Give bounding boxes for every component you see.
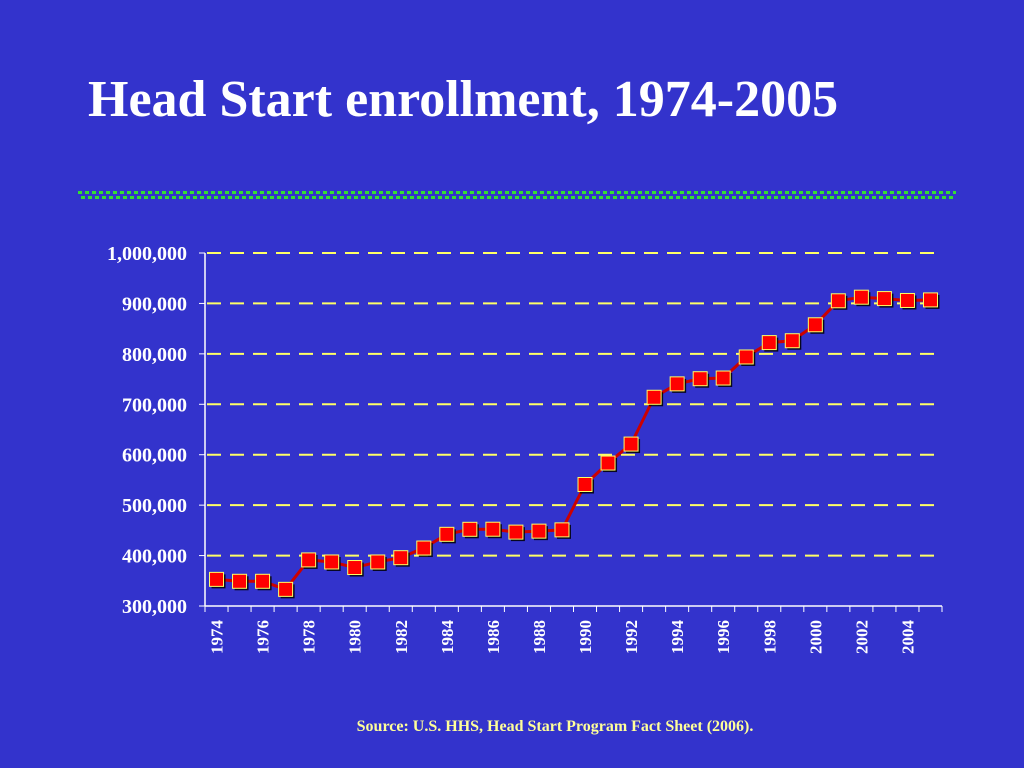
data-point [692,371,710,388]
data-point [899,292,917,310]
enrollment-series [209,289,940,599]
x-tick-label: 2000 [806,620,825,654]
x-tick-label: 1998 [760,620,779,654]
data-point [278,581,295,599]
x-tick-label: 1980 [346,620,365,654]
x-tick-label: 1994 [668,620,687,655]
data-point [715,370,733,388]
x-tick-label: 1978 [300,620,319,654]
data-point [485,521,502,539]
y-tick-label: 800,000 [122,344,187,366]
data-point [830,293,848,310]
y-tick-label: 1,000,000 [107,243,187,265]
x-axis-tick-labels: 1974 1976 1978 1980 1982 1984 1986 1988 1990 1992… [208,620,918,655]
data-point [324,554,341,571]
x-tick-label: 1982 [392,620,411,654]
data-point [232,573,249,591]
data-point [646,389,664,407]
y-tick-label: 300,000 [122,596,187,618]
y-tick-label: 500,000 [122,495,187,517]
data-point [922,292,940,309]
data-point [807,317,825,334]
data-point [738,349,756,366]
x-tick-label: 1992 [622,620,641,654]
x-tick-label: 1990 [576,620,595,654]
x-tick-label: 1996 [714,620,733,654]
data-point [600,455,618,473]
x-tick-label: 2002 [852,620,871,654]
data-point [462,521,479,539]
slide-title: Head Start enrollment, 1974-2005 [88,71,839,128]
data-point [623,436,641,454]
y-axis-tick-labels: 300,000 400,000 500,000 600,000 700,000 800,0… [107,243,187,618]
data-point [439,526,456,544]
data-point [531,523,548,541]
data-point [853,289,871,307]
data-point [554,522,571,539]
data-point [370,554,387,571]
y-tick-label: 900,000 [122,293,187,315]
data-point [416,540,433,558]
source-note: Source: U.S. HHS, Head Start Program Fac… [356,718,754,735]
data-point [577,477,595,494]
series-line [216,295,931,592]
y-tick-label: 700,000 [122,394,187,416]
y-tick-label: 400,000 [122,546,187,568]
data-point [508,524,525,542]
data-point [301,552,318,569]
data-point [255,573,272,591]
data-point [669,376,687,393]
title-divider [78,191,956,201]
x-tick-label: 1986 [484,620,503,654]
data-point [784,333,802,350]
data-point [393,550,410,567]
y-tick-label: 600,000 [122,445,187,467]
data-point [347,560,364,577]
x-tick-label: 1976 [254,620,273,654]
x-tick-label: 1988 [530,620,549,654]
data-point [761,335,779,352]
x-tick-label: 1984 [438,620,457,655]
axes [199,252,943,612]
x-tick-label: 2004 [898,620,917,655]
enrollment-line-chart: 300,000 400,000 500,000 600,000 700,000 800,0… [107,243,943,655]
data-point [876,291,894,308]
data-point [209,571,226,589]
x-tick-label: 1974 [208,620,227,655]
